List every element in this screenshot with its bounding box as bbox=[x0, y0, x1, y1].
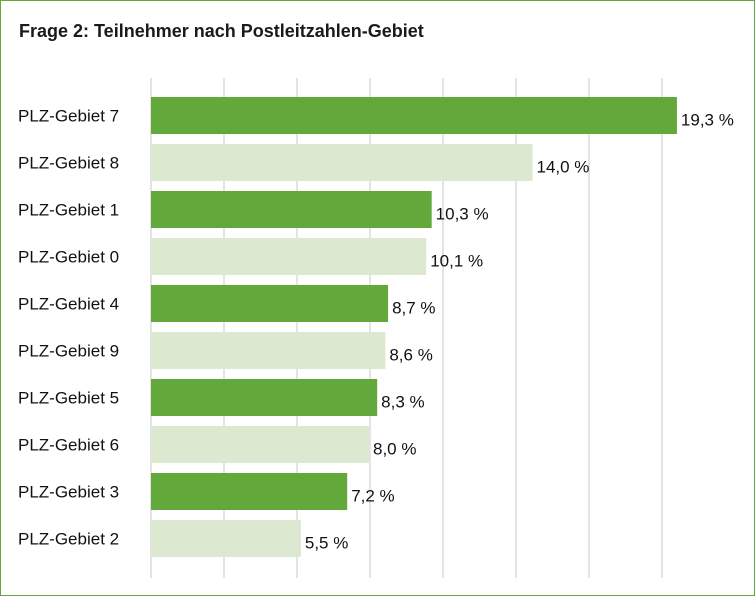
bar-plz-gebiet-0 bbox=[151, 238, 427, 275]
data-label: 19,3 % bbox=[681, 111, 734, 130]
data-label: 8,7 % bbox=[392, 299, 435, 318]
category-label: PLZ-Gebiet 4 bbox=[18, 295, 119, 314]
category-label: PLZ-Gebiet 3 bbox=[18, 483, 119, 502]
category-label: PLZ-Gebiet 1 bbox=[18, 201, 119, 220]
data-label: 5,5 % bbox=[305, 534, 348, 553]
bar-plz-gebiet-7 bbox=[151, 97, 677, 134]
data-label: 8,6 % bbox=[389, 346, 432, 365]
data-label: 14,0 % bbox=[537, 158, 590, 177]
bar-plz-gebiet-1 bbox=[151, 191, 432, 228]
bar-plz-gebiet-2 bbox=[151, 520, 301, 557]
data-label: 8,0 % bbox=[373, 440, 416, 459]
chart-title: Frage 2: Teilnehmer nach Postleitzahlen-… bbox=[19, 21, 424, 41]
category-label: PLZ-Gebiet 2 bbox=[18, 530, 119, 549]
category-label: PLZ-Gebiet 8 bbox=[18, 154, 119, 173]
data-label: 10,3 % bbox=[436, 205, 489, 224]
bar-plz-gebiet-5 bbox=[151, 379, 378, 416]
bar-plz-gebiet-4 bbox=[151, 285, 389, 322]
bar-plz-gebiet-3 bbox=[151, 473, 348, 510]
data-label: 7,2 % bbox=[351, 487, 394, 506]
bar-plz-gebiet-9 bbox=[151, 332, 386, 369]
bar-plz-gebiet-8 bbox=[151, 144, 533, 181]
bar-plz-gebiet-6 bbox=[151, 426, 369, 463]
data-label: 8,3 % bbox=[381, 393, 424, 412]
category-label: PLZ-Gebiet 7 bbox=[18, 107, 119, 126]
category-label: PLZ-Gebiet 5 bbox=[18, 389, 119, 408]
category-label: PLZ-Gebiet 0 bbox=[18, 248, 119, 267]
category-label: PLZ-Gebiet 9 bbox=[18, 342, 119, 361]
category-label: PLZ-Gebiet 6 bbox=[18, 436, 119, 455]
data-label: 10,1 % bbox=[430, 252, 483, 271]
